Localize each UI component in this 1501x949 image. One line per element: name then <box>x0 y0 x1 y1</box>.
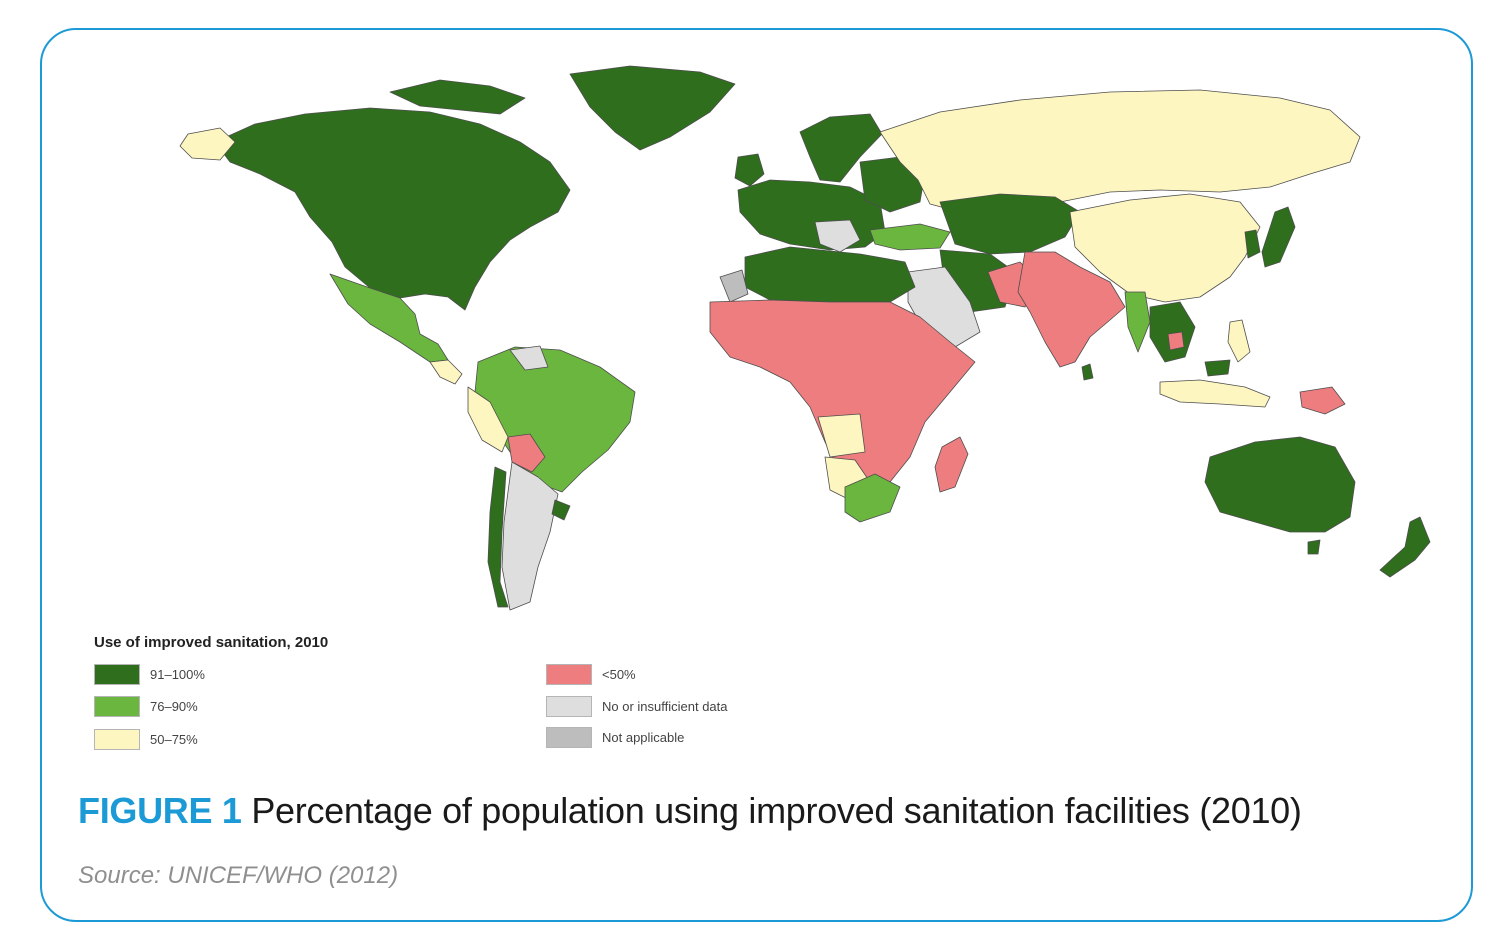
region-western-europe <box>737 179 886 251</box>
region-chile <box>487 466 509 608</box>
legend-item-under-50: <50% <box>546 664 636 685</box>
legend-label: No or insufficient data <box>602 699 728 714</box>
region-malaysia <box>1204 359 1231 377</box>
region-north-america <box>214 107 571 311</box>
region-indonesia <box>1159 379 1271 408</box>
figure-label: FIGURE 1 <box>78 790 242 831</box>
region-central-america <box>429 359 463 385</box>
region-north-africa <box>744 246 916 303</box>
legend-swatch <box>546 664 592 685</box>
region-guianas <box>509 345 549 371</box>
legend-label: 76–90% <box>150 699 198 714</box>
region-central-asia <box>939 193 1081 255</box>
region-philippines <box>1227 319 1251 363</box>
region-sri-lanka <box>1081 363 1094 381</box>
region-uruguay <box>551 499 571 521</box>
region-papua-new-guinea <box>1299 386 1346 415</box>
region-angola <box>817 413 866 458</box>
region-russia <box>879 89 1361 213</box>
region-turkey <box>869 223 951 251</box>
region-myanmar <box>1124 291 1151 353</box>
region-alaska <box>179 127 236 161</box>
legend-label: <50% <box>602 667 636 682</box>
legend-swatch <box>546 727 592 748</box>
region-tasmania <box>1307 539 1321 555</box>
region-china <box>1069 193 1261 303</box>
region-western-sahara <box>719 269 749 303</box>
region-new-zealand <box>1379 516 1431 578</box>
legend-item-76-90: 76–90% <box>94 696 198 717</box>
region-japan <box>1261 206 1296 268</box>
region-bolivia <box>507 433 546 473</box>
region-balkans <box>814 219 861 253</box>
region-cambodia <box>1167 331 1185 351</box>
figure-caption: FIGURE 1 Percentage of population using … <box>78 790 1302 832</box>
region-sub-saharan-africa <box>709 299 976 493</box>
legend-swatch <box>546 696 592 717</box>
region-thailand-vietnam <box>1149 301 1196 363</box>
legend-item-50-75: 50–75% <box>94 729 198 750</box>
region-madagascar <box>934 436 969 493</box>
legend-swatch <box>94 664 140 685</box>
region-uk <box>734 153 765 187</box>
region-korea <box>1244 229 1261 259</box>
region-arctic-islands <box>389 79 526 115</box>
region-mexico <box>329 273 449 363</box>
legend-item-91-100: 91–100% <box>94 664 205 685</box>
legend-title: Use of improved sanitation, 2010 <box>94 634 329 651</box>
region-peru <box>467 386 509 453</box>
legend-swatch <box>94 696 140 717</box>
region-australia <box>1204 436 1356 533</box>
legend-swatch <box>94 729 140 750</box>
legend-item-not-applicable: Not applicable <box>546 727 684 748</box>
region-south-africa <box>844 473 901 523</box>
region-greenland <box>569 65 736 151</box>
region-india <box>1017 251 1126 368</box>
region-argentina <box>501 461 559 611</box>
legend-item-no-data: No or insufficient data <box>546 696 728 717</box>
figure-title: Percentage of population using improved … <box>251 790 1302 831</box>
legend-label: Not applicable <box>602 730 685 745</box>
region-scandinavia <box>799 113 883 183</box>
legend-label: 50–75% <box>150 732 198 747</box>
legend-label: 91–100% <box>150 667 205 682</box>
figure-source: Source: UNICEF/WHO (2012) <box>78 862 399 889</box>
world-map <box>179 65 1431 611</box>
